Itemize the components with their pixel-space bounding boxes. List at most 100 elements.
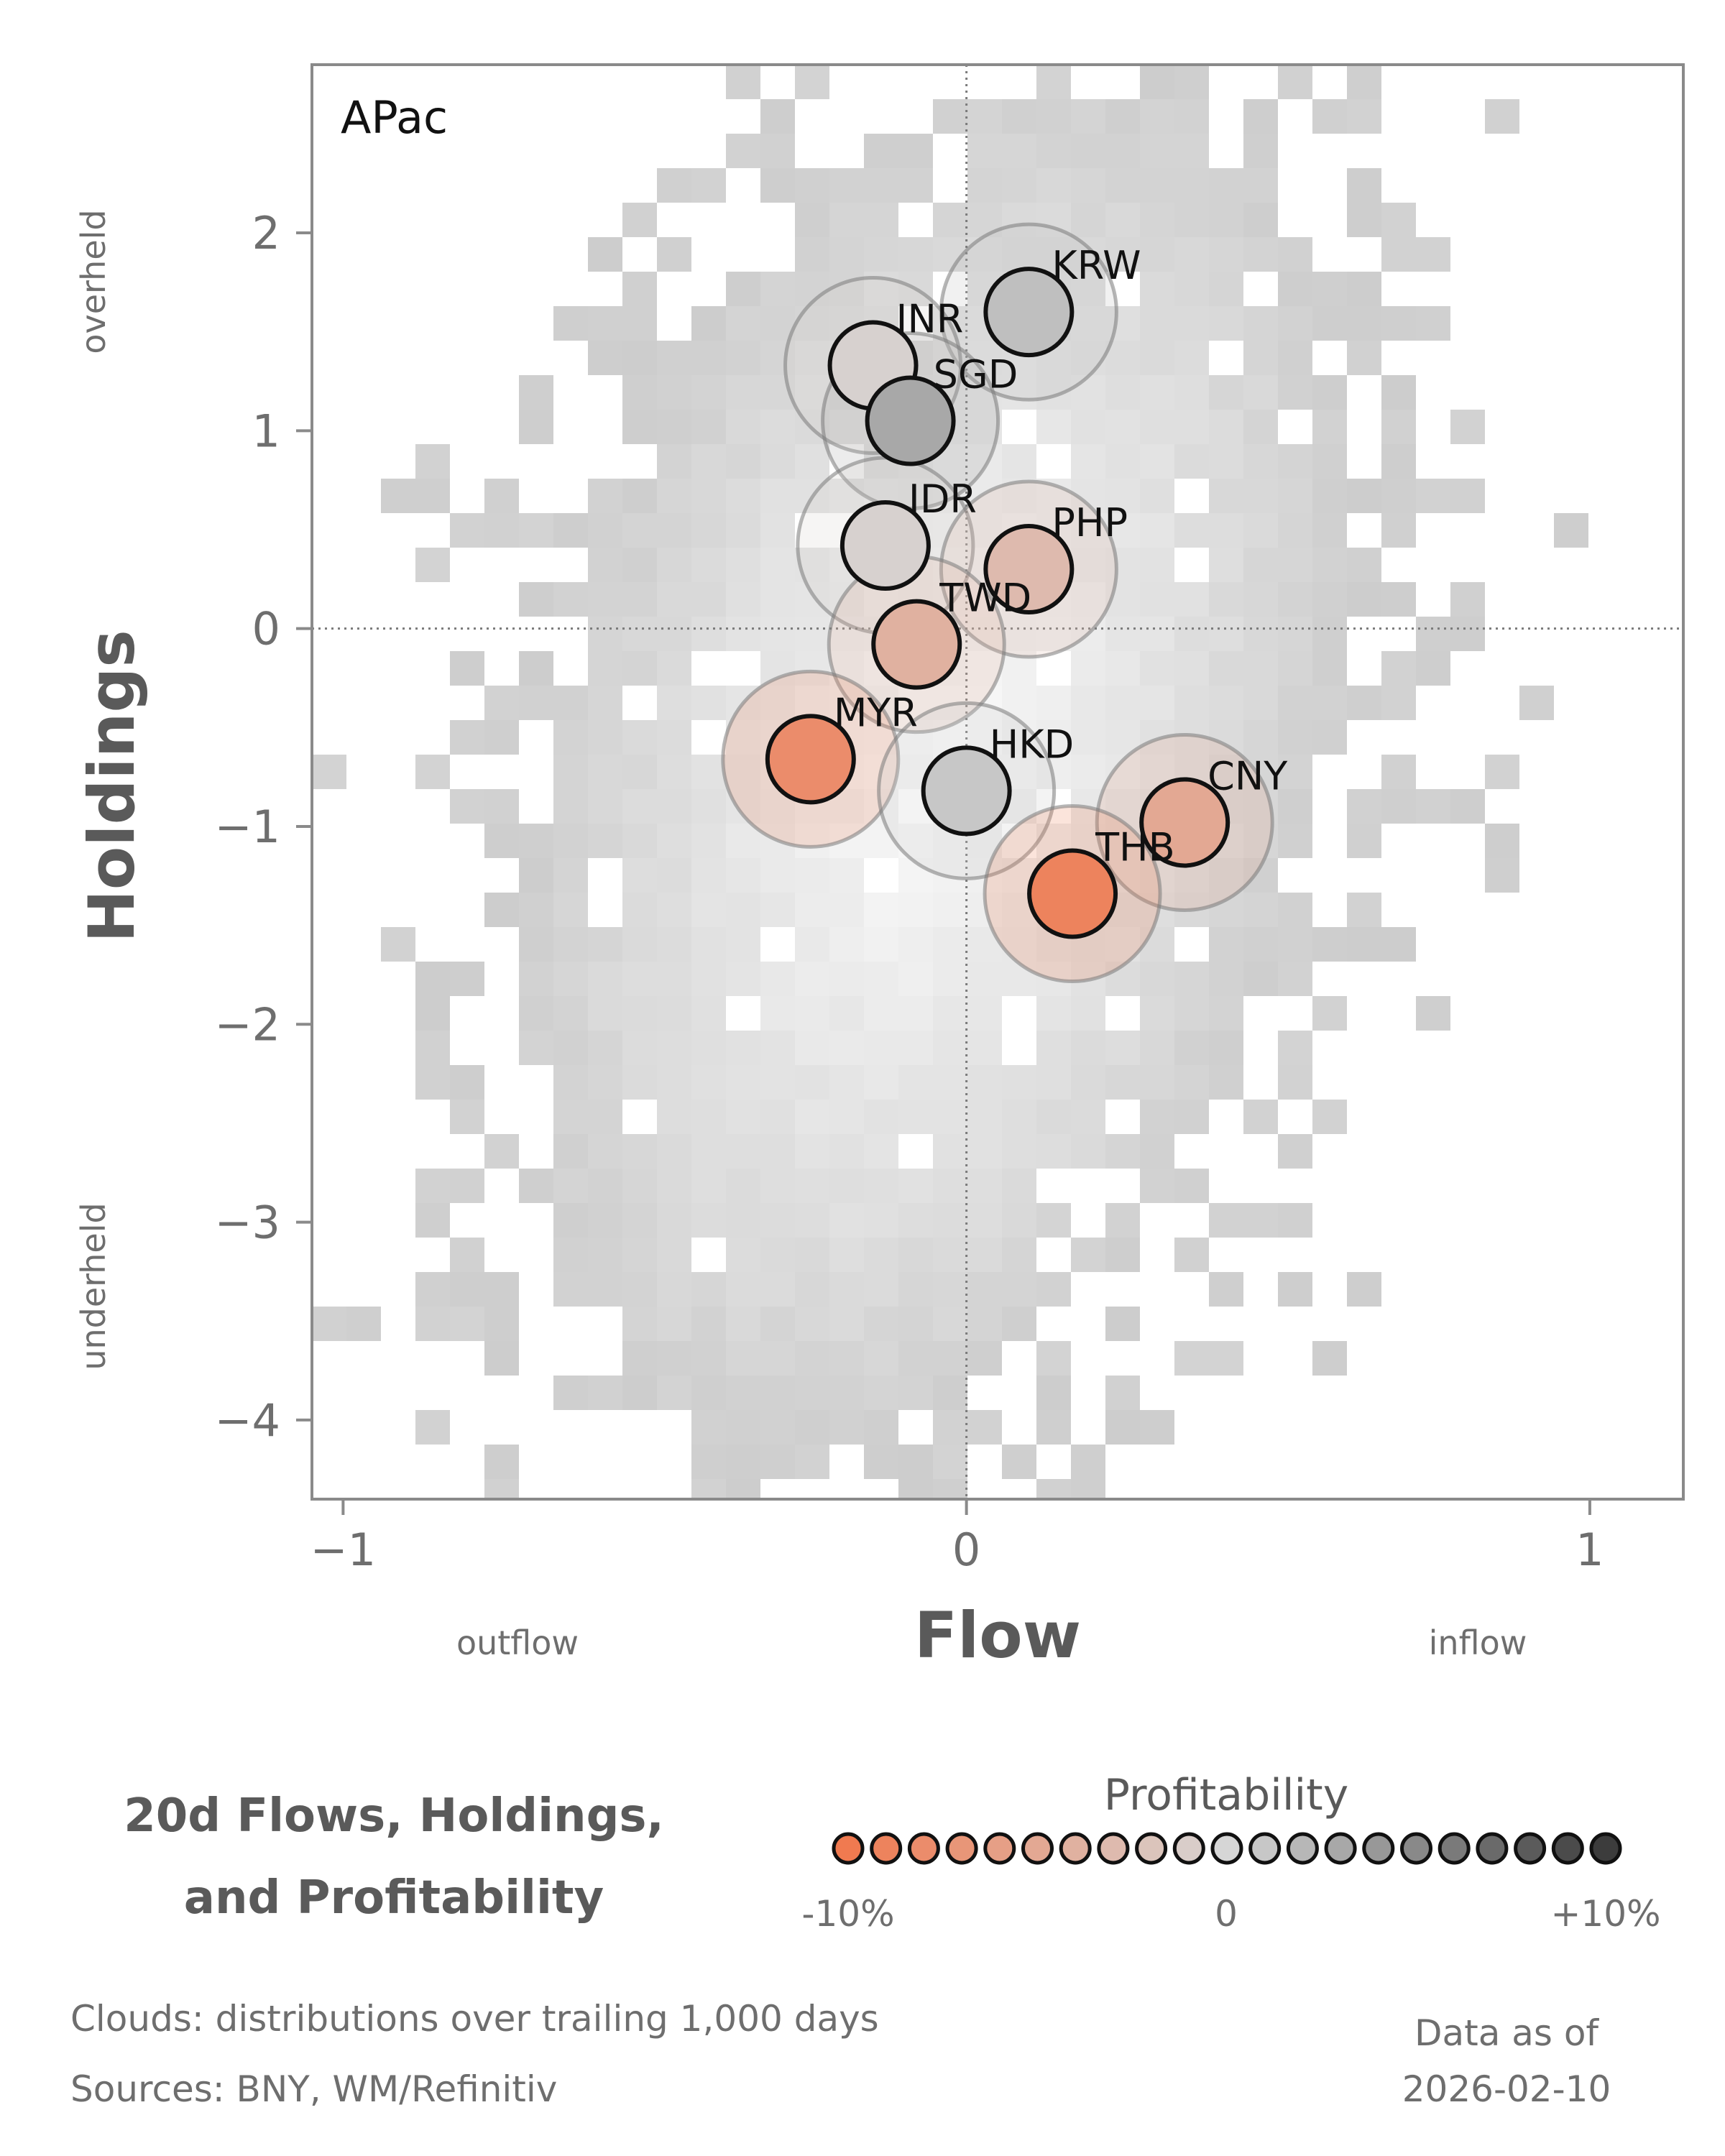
cloud-cell xyxy=(726,755,760,789)
x-tick-label: 1 xyxy=(1576,1524,1604,1576)
cloud-cell xyxy=(967,1134,1002,1169)
cloud-cell xyxy=(967,996,1002,1031)
cloud-cell xyxy=(691,479,726,513)
legend-swatch xyxy=(1135,1832,1168,1865)
cloud-cell xyxy=(1105,203,1140,237)
cloud-cell xyxy=(1140,1031,1174,1065)
x-axis-title: Flow xyxy=(914,1598,1081,1672)
cloud-cell xyxy=(622,203,657,237)
cloud-cell xyxy=(829,962,864,996)
cloud-cell xyxy=(1174,1065,1209,1100)
cloud-cell xyxy=(1519,686,1554,720)
cloud-cell xyxy=(1278,651,1312,686)
cloud-cell xyxy=(519,1169,553,1203)
cloud-cell xyxy=(553,996,588,1031)
cloud-cell xyxy=(1347,582,1381,617)
cloud-cell xyxy=(1105,134,1140,168)
cloud-cell xyxy=(691,1169,726,1203)
legend-swatch xyxy=(907,1832,940,1865)
cloud-cell xyxy=(898,237,933,272)
cloud-cell xyxy=(1140,341,1174,375)
cloud-cell xyxy=(1278,1065,1312,1100)
cloud-cell xyxy=(622,720,657,755)
cloud-cell xyxy=(1243,893,1278,927)
cloud-cell xyxy=(1209,272,1243,306)
cloud-cell xyxy=(1071,203,1105,237)
cloud-cell xyxy=(1140,617,1174,651)
cloud-cell xyxy=(553,1100,588,1134)
cloud-cell xyxy=(1071,1100,1105,1134)
cloud-cell xyxy=(1381,444,1416,479)
cloud-cell xyxy=(1347,99,1381,134)
cloud-cell xyxy=(1209,927,1243,962)
cloud-cell xyxy=(1036,237,1071,272)
cloud-cell xyxy=(691,341,726,375)
cloud-cell xyxy=(381,479,415,513)
cloud-cell xyxy=(829,237,864,272)
cloud-cell xyxy=(519,824,553,858)
cloud-cell xyxy=(1209,996,1243,1031)
cloud-cell xyxy=(553,1134,588,1169)
cloud-cell xyxy=(760,1203,795,1238)
cloud-cell xyxy=(1071,582,1105,617)
cloud-cell xyxy=(622,893,657,927)
cloud-cell xyxy=(1278,548,1312,582)
cloud-cell xyxy=(1243,686,1278,720)
legend-swatch xyxy=(945,1832,978,1865)
cloud-cell xyxy=(312,755,346,789)
cloud-cell xyxy=(622,410,657,444)
cloud-cell xyxy=(1071,686,1105,720)
cloud-cell xyxy=(657,1376,691,1410)
cloud-cell xyxy=(312,1307,346,1341)
cloud-cell xyxy=(415,479,450,513)
cloud-cell xyxy=(1243,410,1278,444)
cloud-cell xyxy=(1278,927,1312,962)
cloud-cell xyxy=(1071,1134,1105,1169)
cloud-cell xyxy=(1002,927,1036,962)
cloud-cell xyxy=(657,962,691,996)
cloud-cell xyxy=(1209,203,1243,237)
cloud-cell xyxy=(967,444,1002,479)
cloud-cell xyxy=(484,824,519,858)
cloud-cell xyxy=(1381,203,1416,237)
cloud-cell xyxy=(1105,686,1140,720)
y-tick-label: −2 xyxy=(215,998,280,1051)
cloud-cell xyxy=(622,1031,657,1065)
cloud-cell xyxy=(1209,582,1243,617)
cloud-cell xyxy=(484,1479,519,1499)
cloud-cell xyxy=(1140,996,1174,1031)
cloud-cell xyxy=(553,513,588,548)
cloud-cell xyxy=(933,1272,967,1307)
cloud-cell xyxy=(726,341,760,375)
x-tick-label: 0 xyxy=(952,1524,980,1576)
cloud-cell xyxy=(933,927,967,962)
cloud-cell xyxy=(1243,617,1278,651)
cloud-cell xyxy=(933,1307,967,1341)
cloud-cell xyxy=(1140,134,1174,168)
cloud-cell xyxy=(1485,755,1519,789)
cloud-cell xyxy=(588,306,622,341)
cloud-cell xyxy=(1209,1341,1243,1376)
cloud-cell xyxy=(1174,272,1209,306)
cloud-cell xyxy=(1002,134,1036,168)
cloud-cell xyxy=(588,686,622,720)
cloud-cell xyxy=(1036,65,1071,99)
cloud-cell xyxy=(1105,306,1140,341)
cloud-cell xyxy=(829,1238,864,1272)
cloud-cell xyxy=(1312,548,1347,582)
cloud-cell xyxy=(691,444,726,479)
cloud-cell xyxy=(967,1100,1002,1134)
cloud-cell xyxy=(691,893,726,927)
footer-clouds: Clouds: distributions over trailing 1,00… xyxy=(70,1998,879,2040)
cloud-cell xyxy=(519,375,553,410)
cloud-cell xyxy=(726,1238,760,1272)
cloud-cell xyxy=(1278,824,1312,858)
legend-swatch xyxy=(1172,1832,1205,1865)
cloud-cell xyxy=(1243,444,1278,479)
cloud-cell xyxy=(898,1307,933,1341)
cloud-cell xyxy=(622,548,657,582)
y-tick-label: 2 xyxy=(252,207,280,259)
point-label-idr: IDR xyxy=(908,476,977,522)
cloud-cell xyxy=(933,996,967,1031)
cloud-cell xyxy=(1243,479,1278,513)
